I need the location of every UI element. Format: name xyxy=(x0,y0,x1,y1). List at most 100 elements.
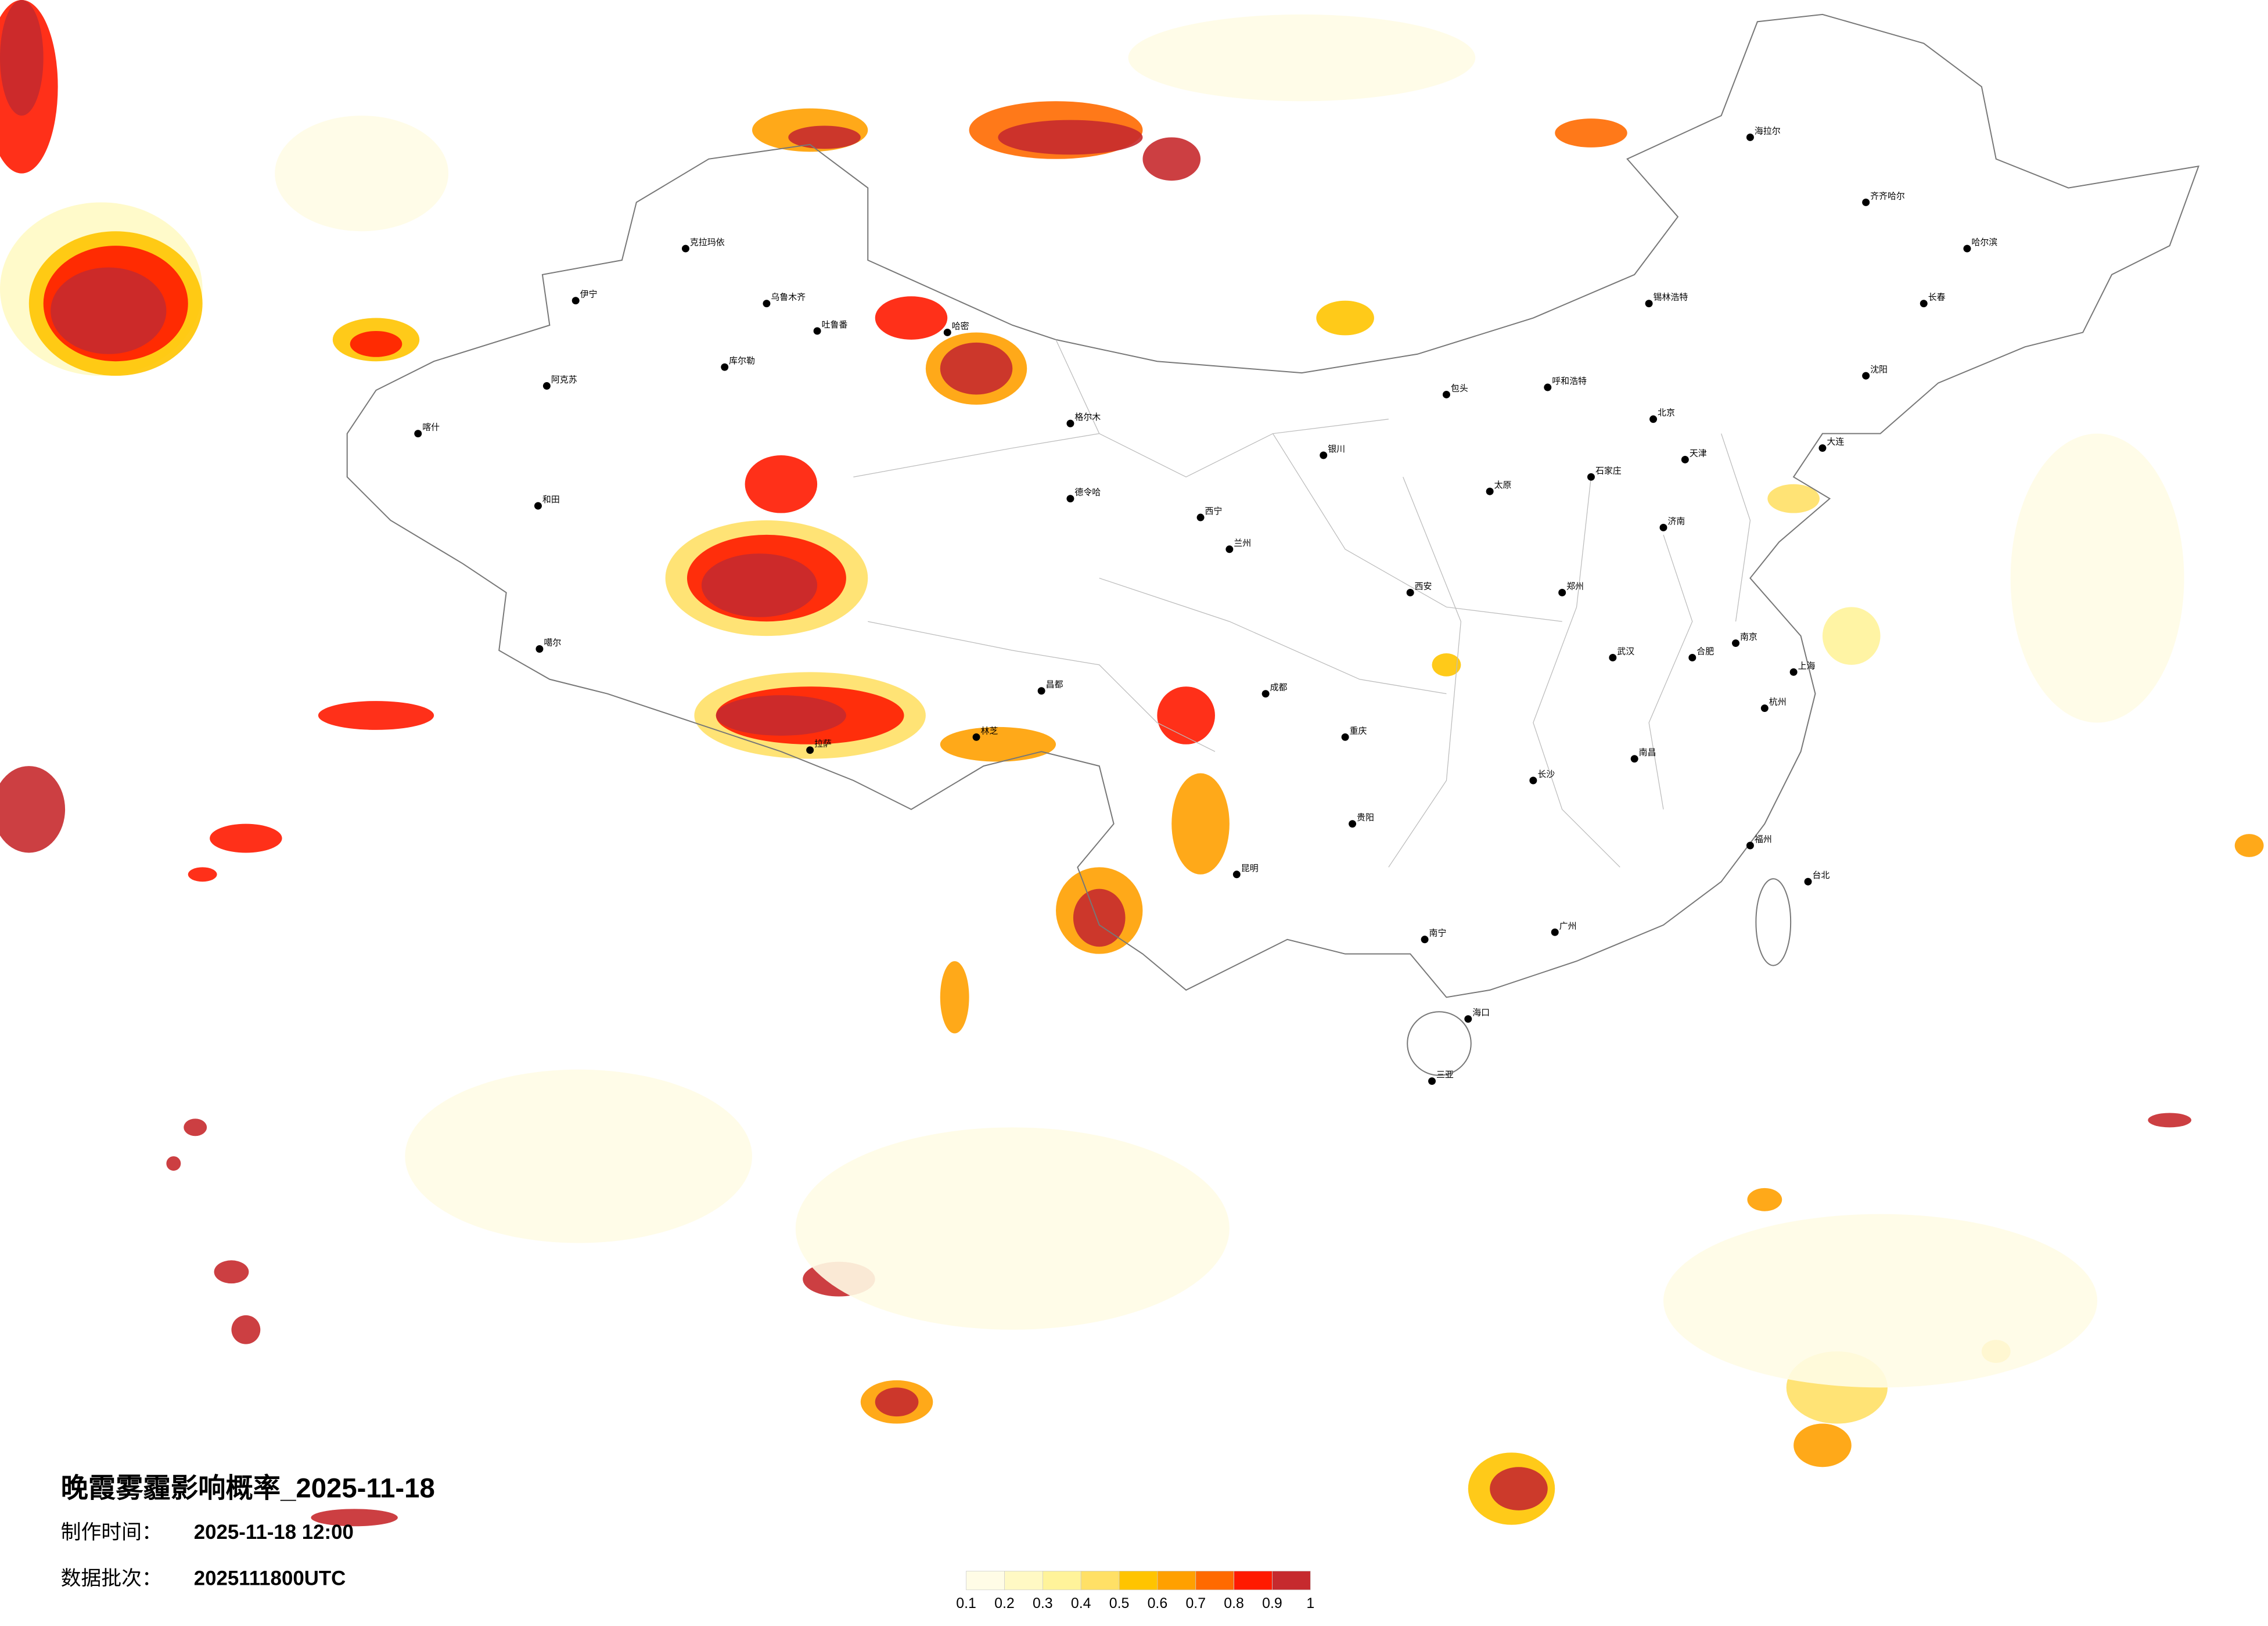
city-dot xyxy=(414,430,422,438)
city-label: 拉萨 xyxy=(814,739,832,749)
colorbar-tick-label: 0.4 xyxy=(1071,1595,1091,1611)
city-label: 南昌 xyxy=(1639,748,1656,758)
city-label: 格尔木 xyxy=(1074,412,1101,422)
haze-area xyxy=(998,120,1143,155)
haze-area xyxy=(788,125,861,149)
haze-area xyxy=(875,296,948,340)
city-dot xyxy=(1232,870,1241,879)
title: 晚霞雾霾影响概率_2025-11-18 xyxy=(61,1473,435,1504)
city-dot xyxy=(763,300,771,308)
city-dot xyxy=(535,645,544,653)
city-dot xyxy=(1225,545,1234,553)
haze-area xyxy=(940,961,969,1034)
haze-area xyxy=(184,1118,207,1136)
haze-area xyxy=(275,116,449,232)
city-label: 呼和浩特 xyxy=(1552,376,1587,386)
city-label: 噶尔 xyxy=(544,638,561,647)
haze-area xyxy=(1555,118,1627,148)
city-label: 武汉 xyxy=(1617,646,1634,656)
city-dot xyxy=(1196,513,1205,521)
city-label: 齐齐哈尔 xyxy=(1870,191,1905,201)
city-dot xyxy=(1421,936,1429,944)
haze-area xyxy=(701,553,818,617)
city-dot xyxy=(1963,244,1971,253)
city-label: 西安 xyxy=(1415,581,1432,591)
haze-area xyxy=(0,0,44,116)
haze-area xyxy=(1767,484,1820,513)
city-label: 北京 xyxy=(1658,408,1675,418)
colorbar: 0.1 0.2 0.3 0.4 0.5 0.6 0.7 0.8 0.9 1 xyxy=(956,1571,1314,1611)
city-label: 库尔勒 xyxy=(729,356,755,366)
city-dot xyxy=(1544,383,1552,391)
haze-area xyxy=(875,1387,919,1417)
city-label: 哈尔滨 xyxy=(1971,238,1997,247)
haze-area xyxy=(2010,433,2184,723)
colorbar-tick-label: 0.6 xyxy=(1148,1595,1168,1611)
haze-area xyxy=(350,330,402,357)
colorbar-tick-label: 0.3 xyxy=(1033,1595,1053,1611)
city-dot xyxy=(1486,487,1494,495)
city-label: 喀什 xyxy=(422,423,440,433)
city-dot xyxy=(1464,1015,1472,1023)
city-dot xyxy=(943,328,951,336)
haze-area xyxy=(1142,137,1201,181)
city-label: 伊宁 xyxy=(580,290,598,300)
city-label: 成都 xyxy=(1270,683,1288,693)
haze-area xyxy=(1073,888,1126,947)
haze-area xyxy=(166,1156,181,1171)
colorbar-tick-label: 1 xyxy=(1306,1595,1314,1611)
city-dot xyxy=(1789,668,1798,676)
haze-area xyxy=(1128,14,1476,102)
colorbar-tick-label: 0.7 xyxy=(1185,1595,1206,1611)
haze-area xyxy=(745,455,818,513)
city-label: 郑州 xyxy=(1566,581,1584,591)
colorbar-bin xyxy=(1272,1571,1311,1591)
city-dot xyxy=(1442,390,1450,398)
city-label: 克拉玛依 xyxy=(690,238,725,247)
colorbar-tick-label: 0.8 xyxy=(1224,1595,1244,1611)
batch-value: 2025111800UTC xyxy=(194,1567,346,1590)
city-label: 西宁 xyxy=(1205,506,1223,516)
haze-area xyxy=(318,701,434,730)
colorbar-bin xyxy=(1119,1571,1158,1591)
city-label: 济南 xyxy=(1667,516,1685,526)
haze-area xyxy=(188,867,217,882)
haze-area xyxy=(940,342,1013,395)
city-label: 银川 xyxy=(1328,444,1345,454)
city-label: 德令哈 xyxy=(1074,487,1101,498)
city-dot xyxy=(1587,473,1595,481)
city-dot xyxy=(1349,820,1357,828)
colorbar-tick-label: 0.9 xyxy=(1262,1595,1282,1611)
haze-area xyxy=(1432,653,1461,677)
city-label: 兰州 xyxy=(1234,538,1251,548)
colorbar-bin xyxy=(966,1571,1005,1591)
city-dot xyxy=(1645,300,1653,308)
colorbar-bin xyxy=(1234,1571,1273,1591)
colorbar-bin xyxy=(1195,1571,1234,1591)
city-dot xyxy=(1649,415,1658,423)
city-label: 和田 xyxy=(542,495,560,505)
city-label: 昆明 xyxy=(1241,864,1259,873)
heat-layer xyxy=(0,0,2264,1527)
haze-area xyxy=(795,1127,1230,1330)
city-label: 天津 xyxy=(1690,448,1707,458)
city-label: 上海 xyxy=(1798,661,1816,671)
city-label: 广州 xyxy=(1559,921,1577,931)
city-dot xyxy=(1529,776,1537,785)
city-label: 长沙 xyxy=(1537,769,1555,779)
city-dot xyxy=(1037,687,1045,695)
city-dot xyxy=(534,502,542,510)
city-label: 石家庄 xyxy=(1595,465,1622,476)
city-dot xyxy=(972,733,980,741)
city-dot xyxy=(1862,198,1870,206)
made-label: 制作时间： xyxy=(61,1521,162,1544)
city-dot xyxy=(572,297,580,305)
city-dot xyxy=(1659,523,1667,531)
city-label: 太原 xyxy=(1494,480,1512,490)
batch-label: 数据批次： xyxy=(61,1567,162,1590)
haze-area xyxy=(405,1069,753,1243)
city-dot xyxy=(1732,639,1739,647)
city-dot xyxy=(1428,1077,1436,1085)
